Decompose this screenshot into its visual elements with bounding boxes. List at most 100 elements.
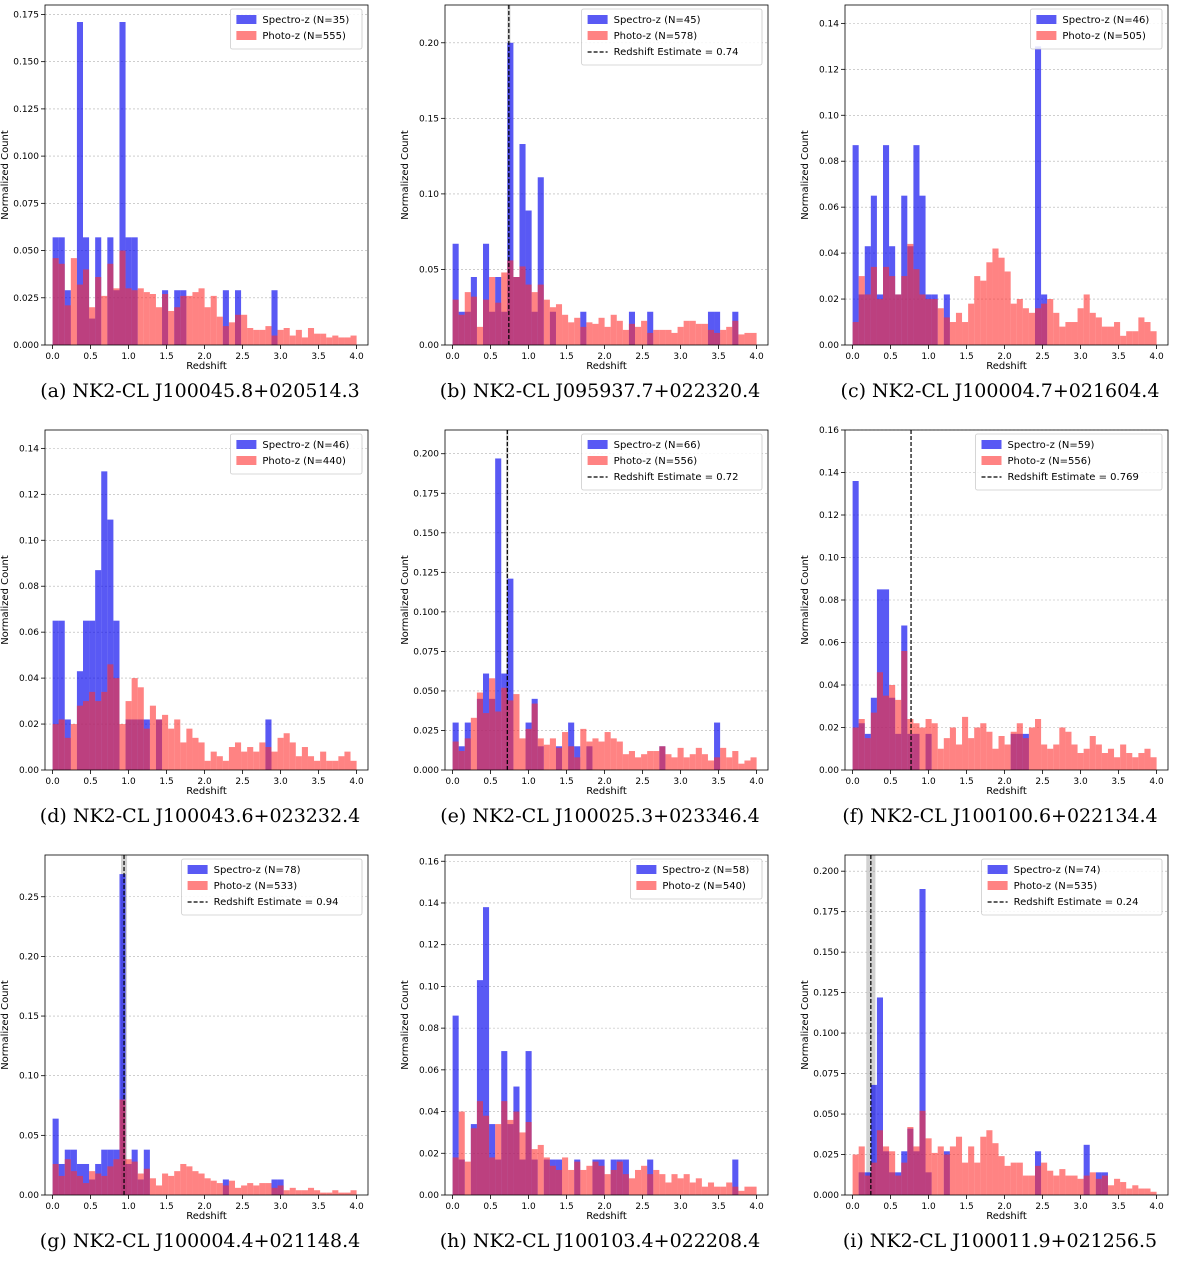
photo-bar — [253, 751, 260, 770]
photo-bar — [1083, 748, 1090, 770]
y-tick-label: 0.200 — [813, 867, 839, 877]
legend-swatch-spectro — [587, 15, 608, 24]
photo-bar — [95, 701, 102, 770]
legend-swatch-photo — [236, 31, 257, 40]
legend-label: Photo-z (N=535) — [1014, 881, 1098, 892]
photo-bar — [919, 727, 926, 770]
x-tick-label: 4.0 — [1149, 777, 1164, 787]
photo-bar — [452, 1157, 459, 1195]
y-tick-label: 0.14 — [819, 19, 839, 29]
x-tick-label: 0.0 — [445, 777, 460, 787]
y-tick-label: 0.04 — [19, 674, 39, 684]
photo-bar — [58, 719, 65, 770]
photo-bar — [1107, 1185, 1115, 1195]
spectro-bar — [1083, 1144, 1090, 1195]
photo-bar — [320, 333, 327, 345]
photo-bar — [726, 1182, 733, 1195]
photo-bar — [1016, 723, 1023, 770]
legend-label: Redshift Estimate = 0.72 — [614, 472, 739, 483]
y-axis-label: Normalized Count — [400, 555, 411, 645]
y-tick-label: 0.10 — [19, 536, 39, 546]
photo-bar — [307, 756, 315, 770]
photo-bar — [531, 1149, 538, 1195]
y-axis-label: Normalized Count — [0, 980, 11, 1070]
x-tick-label: 3.0 — [1073, 777, 1088, 787]
photo-bar — [628, 323, 635, 345]
legend-swatch-photo — [987, 881, 1008, 890]
photo-bar — [750, 1186, 757, 1195]
photo-bar — [113, 1159, 120, 1195]
legend-label: Spectro-z (N=58) — [662, 865, 749, 876]
photo-bar — [452, 299, 459, 345]
photo-bar — [913, 269, 920, 345]
photo-bar — [228, 1180, 235, 1195]
spectro-bar — [732, 1159, 739, 1195]
photo-bar — [555, 1169, 563, 1195]
photo-bar — [289, 742, 296, 770]
x-tick-label: 0.0 — [845, 777, 860, 787]
photo-bar — [95, 1173, 102, 1195]
spectro-bar — [507, 42, 514, 346]
photo-bar — [641, 320, 648, 345]
photo-bar — [247, 747, 254, 770]
y-tick-label: 0.10 — [819, 554, 839, 564]
legend-swatch-photo — [1036, 31, 1057, 40]
photo-bar — [1114, 757, 1121, 770]
photo-bar — [458, 1111, 465, 1195]
panel-caption: (d) NK2-CL J100043.6+023232.4 — [39, 805, 361, 827]
photo-bar — [883, 1146, 890, 1195]
photo-bar — [968, 1146, 975, 1195]
photo-bar — [259, 742, 266, 770]
photo-bar — [174, 1171, 181, 1195]
photo-bar — [695, 747, 702, 770]
photo-bar — [750, 757, 757, 770]
photo-bar — [1132, 757, 1139, 770]
photo-bar — [876, 299, 883, 345]
photo-bar — [913, 723, 920, 770]
plot-frame — [444, 429, 769, 771]
photo-bar — [616, 741, 623, 770]
x-tick-label: 3.5 — [711, 352, 725, 362]
photo-bar — [107, 263, 114, 345]
photo-bar — [974, 1162, 981, 1195]
photo-bar — [101, 1175, 108, 1195]
photo-bar — [955, 312, 963, 345]
photo-bar — [489, 1157, 496, 1195]
photo-bar — [1035, 308, 1042, 345]
photo-bar — [726, 326, 733, 345]
photo-bar — [628, 751, 635, 770]
photo-bar — [458, 314, 465, 345]
y-tick-label: 0.10 — [19, 1072, 39, 1082]
photo-bar — [883, 266, 890, 345]
x-tick-label: 2.5 — [235, 777, 249, 787]
photo-bar — [647, 332, 654, 345]
photo-bar — [83, 1183, 90, 1195]
photo-bar — [1077, 753, 1084, 770]
spectro-bar — [883, 589, 890, 770]
photo-bar — [513, 277, 520, 345]
legend-label: Spectro-z (N=74) — [1014, 865, 1101, 876]
x-tick-label: 2.5 — [1035, 1202, 1049, 1212]
photo-bar — [525, 1121, 532, 1195]
spectro-bar — [483, 907, 490, 1195]
photo-bar — [720, 747, 727, 770]
photo-bar — [143, 728, 150, 770]
x-tick-label: 4.0 — [749, 352, 764, 362]
photo-bar — [962, 716, 969, 770]
photo-bar — [1004, 744, 1011, 770]
photo-bar — [1083, 1175, 1090, 1195]
x-tick-label: 3.5 — [1111, 352, 1125, 362]
y-tick-label: 0.06 — [419, 1066, 439, 1076]
y-tick-label: 0.20 — [19, 952, 39, 962]
x-tick-label: 3.0 — [673, 777, 688, 787]
panel-caption: (e) NK2-CL J100025.3+023346.4 — [440, 805, 760, 827]
photo-bar — [568, 1169, 575, 1195]
photo-bar — [149, 1178, 156, 1195]
x-tick-label: 0.0 — [45, 777, 60, 787]
photo-bar — [1065, 731, 1072, 770]
legend: Spectro-z (N=78) Photo-z (N=533) Redshift … — [181, 858, 363, 916]
legend-swatch-photo — [981, 456, 1002, 465]
legend-swatch-spectro — [636, 865, 657, 874]
y-axis-label: Normalized Count — [0, 555, 11, 645]
x-tick-label: 1.5 — [959, 777, 973, 787]
